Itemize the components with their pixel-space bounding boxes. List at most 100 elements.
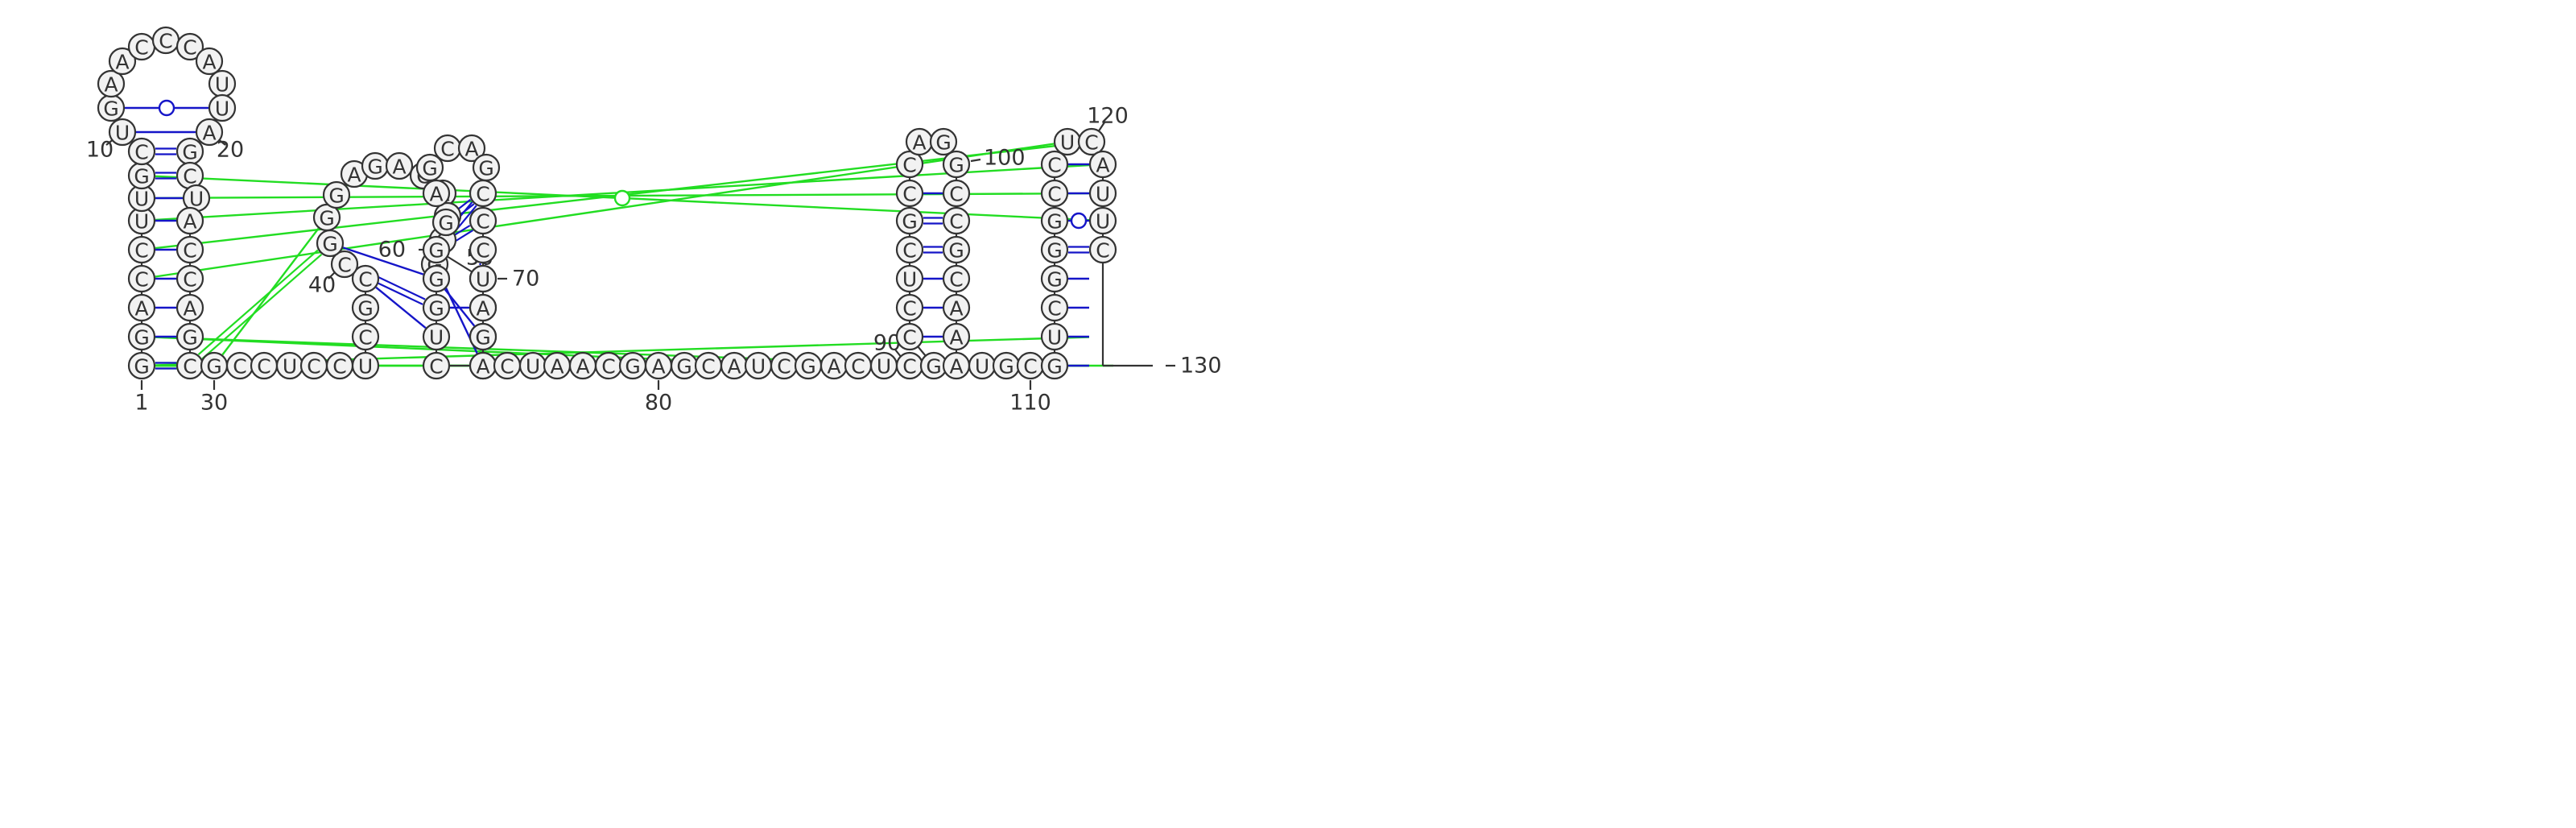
svg-text:C: C xyxy=(307,355,320,379)
svg-text:A: A xyxy=(1096,154,1109,177)
nucleotide: C xyxy=(1040,293,1069,322)
nucleotide: G xyxy=(322,180,351,209)
nucleotide: A xyxy=(942,351,971,380)
svg-text:G: G xyxy=(322,233,337,256)
svg-text:C: C xyxy=(358,268,372,292)
nucleotide: U xyxy=(518,351,547,380)
nucleotide: A xyxy=(543,351,572,380)
svg-text:C: C xyxy=(1023,355,1037,379)
nucleotide: C xyxy=(175,32,204,61)
nucleotide: U xyxy=(469,264,497,293)
nucleotide: G xyxy=(200,351,229,380)
svg-text:C: C xyxy=(183,36,196,60)
nucleotide: A xyxy=(175,293,204,322)
nucleotide: C xyxy=(895,179,924,208)
wobble-pair-marker xyxy=(613,189,631,207)
nucleotide: C xyxy=(325,351,354,380)
svg-text:G: G xyxy=(428,239,444,263)
nucleotide: A xyxy=(942,293,971,322)
nucleotide: C xyxy=(895,351,924,380)
nucleotide: A xyxy=(340,159,369,188)
svg-text:U: U xyxy=(975,355,989,379)
svg-text:G: G xyxy=(902,210,917,234)
nucleotide: A xyxy=(819,351,848,380)
nucleotide: A xyxy=(422,179,451,208)
svg-text:A: A xyxy=(476,355,489,379)
svg-text:C: C xyxy=(777,355,791,379)
nucleotide: A xyxy=(127,293,156,322)
nucleotide: A xyxy=(1088,150,1117,179)
svg-text:G: G xyxy=(948,239,964,263)
nucleotide: C xyxy=(469,179,497,208)
nucleotide: C xyxy=(127,264,156,293)
nucleotide: U xyxy=(422,322,451,351)
nucleotide: C xyxy=(942,206,971,235)
nucleotide: G xyxy=(469,322,497,351)
svg-text:C: C xyxy=(1084,131,1098,155)
svg-text:G: G xyxy=(367,155,382,179)
nucleotide: U xyxy=(744,351,773,380)
svg-text:G: G xyxy=(800,355,815,379)
nucleotide: G xyxy=(415,153,444,182)
svg-text:G: G xyxy=(625,355,640,379)
nucleotide: C xyxy=(151,26,180,55)
nucleotide: C xyxy=(895,293,924,322)
svg-text:U: U xyxy=(877,355,891,379)
nucleotide: G xyxy=(422,293,451,322)
nucleotide: C xyxy=(469,235,497,264)
nucleotide: U xyxy=(108,118,137,147)
svg-text:U: U xyxy=(115,122,130,145)
nucleotide: C xyxy=(1016,351,1045,380)
nucleotide: C xyxy=(493,351,522,380)
svg-text:G: G xyxy=(103,97,118,121)
svg-text:C: C xyxy=(233,355,246,379)
nucleotide: C xyxy=(127,235,156,264)
nucleotide: G xyxy=(1040,206,1069,235)
nucleotide: A xyxy=(942,322,971,351)
svg-text:A: A xyxy=(727,355,741,379)
svg-text:A: A xyxy=(949,326,963,350)
svg-text:C: C xyxy=(440,138,454,161)
nucleotide: G xyxy=(929,127,958,156)
nucleotide: G xyxy=(351,293,380,322)
nucleotide: C xyxy=(1040,150,1069,179)
nucleotide: C xyxy=(175,235,204,264)
nucleotide: U xyxy=(1088,179,1117,208)
nucleotide: G xyxy=(670,351,699,380)
svg-text:C: C xyxy=(337,254,351,277)
svg-text:U: U xyxy=(134,188,149,211)
nucleotide: G xyxy=(97,93,126,122)
nucleotide: G xyxy=(175,322,204,351)
svg-text:C: C xyxy=(851,355,865,379)
nucleotide: A xyxy=(568,351,597,380)
svg-text:C: C xyxy=(159,30,172,53)
nucleotide: A xyxy=(97,69,126,98)
svg-text:G: G xyxy=(328,184,344,208)
svg-text:U: U xyxy=(1096,183,1110,206)
nucleotide: U xyxy=(275,351,304,380)
nucleotide: U xyxy=(127,184,156,213)
base-pair-line xyxy=(221,227,320,356)
svg-text:C: C xyxy=(949,268,963,292)
svg-text:A: A xyxy=(949,355,963,379)
nucleotide: C xyxy=(225,351,254,380)
svg-text:G: G xyxy=(422,157,437,180)
svg-text:C: C xyxy=(134,36,148,60)
svg-text:A: A xyxy=(576,355,589,379)
svg-text:A: A xyxy=(651,355,665,379)
nucleotide: C xyxy=(942,264,971,293)
nucleotide: A xyxy=(175,206,204,235)
index-label-40: 40 xyxy=(308,273,336,298)
nucleotide: U xyxy=(1088,206,1117,235)
svg-text:G: G xyxy=(134,355,149,379)
svg-text:A: A xyxy=(827,355,840,379)
svg-text:G: G xyxy=(1046,210,1062,234)
svg-text:A: A xyxy=(912,131,926,155)
nucleotide: A xyxy=(195,118,224,147)
nucleotide: C xyxy=(770,351,799,380)
svg-text:G: G xyxy=(182,326,197,350)
nucleotide: G xyxy=(361,151,390,180)
svg-text:C: C xyxy=(1047,154,1061,177)
svg-text:C: C xyxy=(902,355,916,379)
svg-text:U: U xyxy=(215,73,229,97)
